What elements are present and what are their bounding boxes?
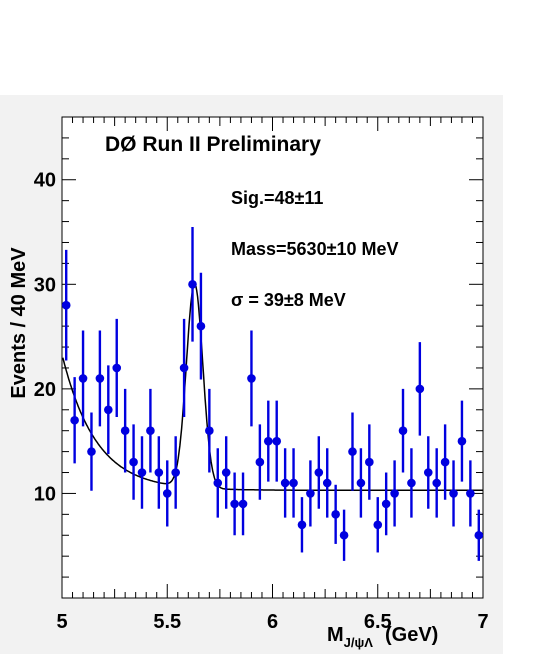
x-tick-label: 6.5 <box>364 611 392 633</box>
plot-area <box>61 116 484 599</box>
annotation-mass: Mass=5630±10 MeV <box>231 239 399 259</box>
data-point <box>339 530 349 540</box>
data-point <box>87 447 96 456</box>
data-point <box>95 374 105 383</box>
data-point <box>280 478 290 488</box>
data-point <box>297 520 307 530</box>
data-point <box>390 489 399 498</box>
data-point <box>474 530 484 540</box>
x-tick-label: 5 <box>56 611 67 633</box>
annotation-width: σ = 39±8 MeV <box>231 290 346 310</box>
data-point <box>415 384 425 394</box>
y-tick-label: 10 <box>34 483 56 505</box>
data-point <box>373 520 383 530</box>
data-point <box>457 436 467 446</box>
data-points <box>61 227 484 561</box>
data-point <box>179 363 189 373</box>
data-point <box>440 457 450 467</box>
annotation-signal: Sig.=48±11 <box>231 188 323 208</box>
data-point <box>230 499 239 509</box>
x-axis-label-subscript: J/ψΛ <box>344 635 374 650</box>
x-axis-label-unit: (GeV) <box>385 624 438 646</box>
data-point <box>466 489 475 498</box>
data-point <box>70 415 79 425</box>
x-tick-label: 6 <box>267 611 278 633</box>
x-tick-label: 7 <box>477 611 488 633</box>
data-point <box>205 426 214 435</box>
data-point <box>306 489 315 498</box>
x-axis-label: MJ/ψΛ (GeV) <box>327 624 438 650</box>
data-point <box>331 510 340 519</box>
data-point <box>162 489 172 498</box>
y-tick-label: 40 <box>34 170 56 192</box>
data-point <box>137 468 147 477</box>
axis-tick-labels: 5 5.5 6 6.5 7 10 20 30 40 <box>34 170 489 633</box>
data-point <box>423 468 433 477</box>
data-point <box>221 468 231 477</box>
data-point <box>289 478 298 488</box>
data-point <box>263 436 273 446</box>
x-axis-label-main: M <box>327 624 344 646</box>
data-point <box>314 468 324 477</box>
data-point <box>120 426 130 435</box>
data-point <box>238 499 248 509</box>
y-tick-label: 30 <box>34 274 56 296</box>
data-point <box>407 478 416 488</box>
data-point <box>356 478 366 488</box>
data-point <box>247 374 256 383</box>
data-point <box>398 426 408 435</box>
data-point <box>272 436 282 446</box>
data-point <box>154 468 164 477</box>
data-point <box>171 468 180 477</box>
data-point <box>381 499 391 509</box>
plot-frame: 5 5.5 6 6.5 7 10 20 30 40 DØ Run II Preliminary … <box>0 95 503 654</box>
data-point <box>129 457 138 467</box>
data-point <box>146 426 155 435</box>
data-point <box>78 374 88 383</box>
experiment-label: DØ Run II Preliminary <box>105 133 321 156</box>
data-point <box>449 489 458 498</box>
data-point <box>255 457 265 467</box>
data-point <box>196 321 206 331</box>
y-axis-label: Events / 40 MeV <box>8 247 30 399</box>
axis-ticks <box>61 117 484 598</box>
data-point <box>104 405 113 415</box>
x-tick-label: 5.5 <box>153 611 181 633</box>
y-tick-label: 20 <box>34 379 56 401</box>
data-point <box>213 478 223 488</box>
data-point <box>188 280 197 289</box>
data-point <box>432 478 441 488</box>
data-point <box>348 447 357 456</box>
data-point <box>322 478 332 488</box>
data-point <box>61 300 71 310</box>
data-point <box>365 457 374 467</box>
data-point <box>112 363 122 373</box>
